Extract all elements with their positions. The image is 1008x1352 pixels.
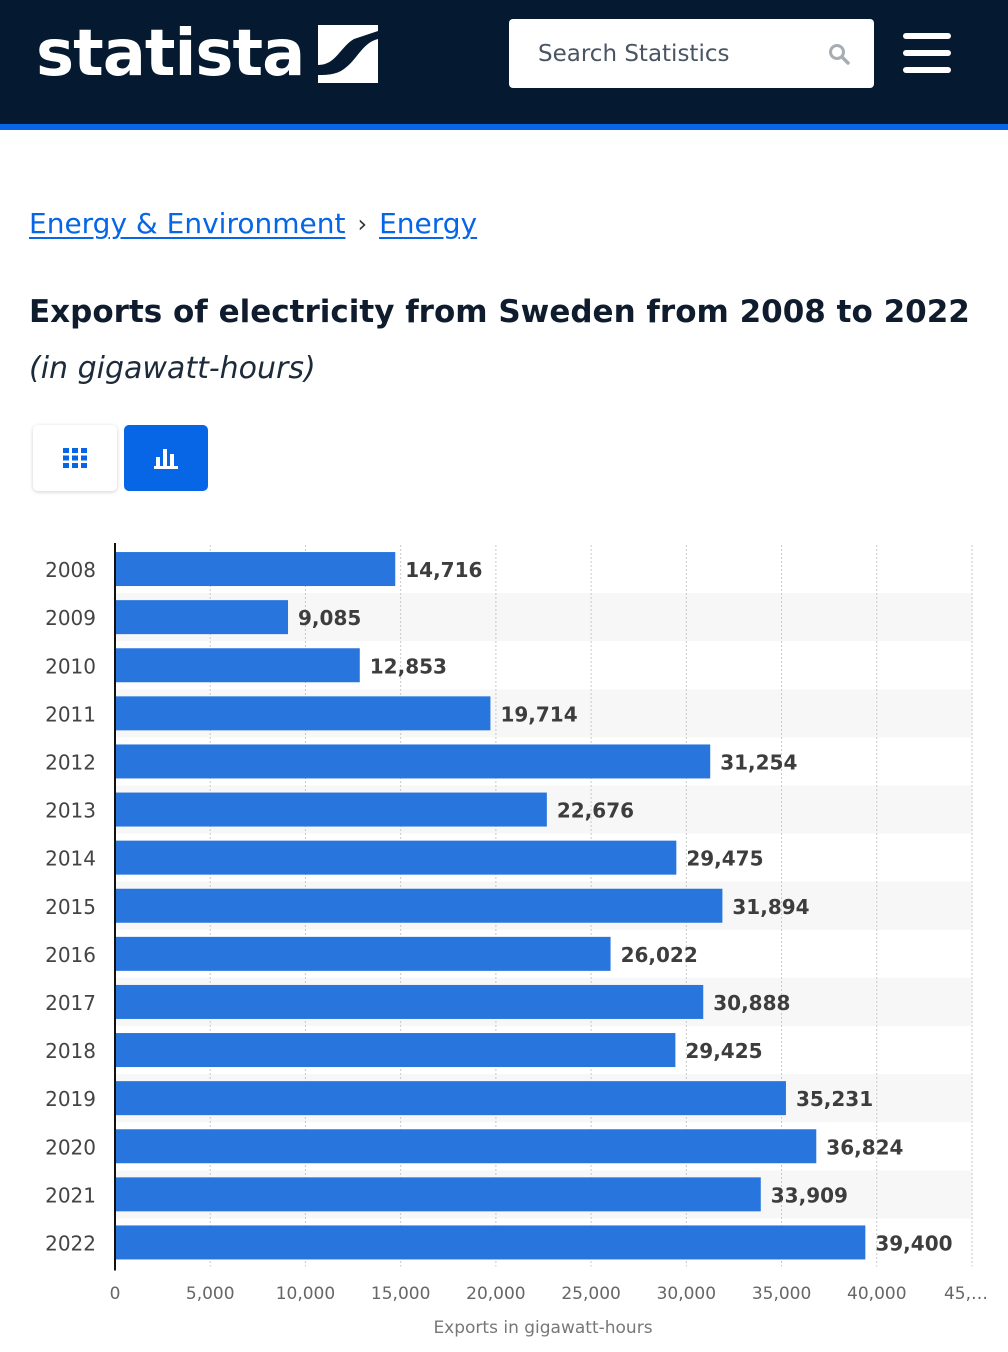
statista-logo[interactable]: statista (36, 14, 379, 94)
value-label-2018: 29,425 (685, 1039, 762, 1063)
bar-2011 (115, 696, 491, 731)
value-label-2010: 12,853 (370, 654, 447, 678)
x-tick-label: 0 (110, 1284, 121, 1304)
x-tick-label: 15,000 (371, 1284, 430, 1304)
year-label-2010: 2010 (45, 654, 96, 678)
value-label-2008: 14,716 (405, 558, 482, 582)
top-header: statista (0, 0, 1008, 125)
table-view-button[interactable] (33, 425, 117, 491)
bar-2019 (115, 1081, 786, 1116)
value-label-2021: 33,909 (771, 1183, 848, 1207)
bar-2013 (115, 792, 547, 827)
x-tick-label: 40,000 (847, 1284, 906, 1304)
bar-chart-icon (154, 449, 178, 469)
breadcrumb-link-energy[interactable]: Energy (379, 207, 478, 240)
value-label-2012: 31,254 (720, 750, 797, 774)
search-icon[interactable] (828, 43, 850, 65)
x-tick-label: 20,000 (466, 1284, 525, 1304)
chart-view-button[interactable] (124, 425, 208, 491)
page-title: Exports of electricity from Sweden from … (29, 294, 970, 330)
year-label-2013: 2013 (45, 799, 96, 823)
value-label-2009: 9,085 (298, 606, 361, 630)
year-label-2011: 2011 (45, 702, 96, 726)
value-label-2019: 35,231 (796, 1087, 873, 1111)
value-label-2017: 30,888 (713, 991, 790, 1015)
bar-2014 (115, 840, 677, 875)
x-tick-label: 30,000 (657, 1284, 716, 1304)
bar-2016 (115, 936, 611, 971)
bar-2009 (115, 600, 289, 635)
bar-2017 (115, 984, 704, 1019)
year-label-2009: 2009 (45, 606, 96, 630)
bar-2022 (115, 1225, 866, 1260)
year-label-2015: 2015 (45, 895, 96, 919)
bar-2021 (115, 1177, 761, 1212)
value-label-2011: 19,714 (500, 702, 577, 726)
search-input[interactable] (538, 40, 818, 67)
bar-chart: 2008 14,716 2009 9,085 2010 12,853 2011 19,714 2… (45, 543, 988, 1338)
year-label-2008: 2008 (45, 558, 96, 582)
search-box[interactable] (509, 19, 874, 88)
bar-2008 (115, 552, 396, 587)
bar-2020 (115, 1129, 817, 1164)
menu-icon-line-bottom (903, 67, 951, 73)
value-label-2014: 29,475 (686, 847, 763, 871)
value-label-2022: 39,400 (875, 1231, 952, 1255)
x-tick-label: 45,… (944, 1284, 988, 1304)
x-tick-label: 35,000 (752, 1284, 811, 1304)
x-tick-label: 25,000 (561, 1284, 620, 1304)
value-label-2015: 31,894 (732, 895, 809, 919)
menu-icon-line-middle (903, 50, 951, 56)
breadcrumb: Energy & Environment › Energy (29, 207, 477, 240)
year-label-2019: 2019 (45, 1087, 96, 1111)
header-accent-stripe (0, 124, 1008, 130)
year-label-2017: 2017 (45, 991, 96, 1015)
page-subtitle: (in gigawatt-hours) (29, 351, 316, 386)
year-label-2012: 2012 (45, 750, 96, 774)
logo-text: statista (36, 17, 305, 91)
x-axis-title: Exports in gigawatt-hours (433, 1318, 652, 1338)
breadcrumb-separator: › (357, 209, 368, 238)
statista-logo-mark-icon (318, 25, 379, 83)
bar-2018 (115, 1033, 676, 1068)
bar-2015 (115, 888, 723, 923)
breadcrumb-link-energy-environment[interactable]: Energy & Environment (29, 207, 346, 240)
table-grid-icon (63, 448, 87, 468)
bar-2012 (115, 744, 711, 779)
value-label-2016: 26,022 (621, 943, 698, 967)
year-label-2018: 2018 (45, 1039, 96, 1063)
x-tick-label: 5,000 (186, 1284, 235, 1304)
bar-2010 (115, 648, 360, 683)
year-label-2016: 2016 (45, 943, 96, 967)
value-label-2020: 36,824 (826, 1135, 903, 1159)
year-label-2021: 2021 (45, 1183, 96, 1207)
year-label-2020: 2020 (45, 1135, 96, 1159)
menu-icon-line-top (903, 33, 951, 39)
value-label-2013: 22,676 (557, 799, 634, 823)
year-label-2022: 2022 (45, 1231, 96, 1255)
x-tick-label: 10,000 (276, 1284, 335, 1304)
menu-button[interactable] (903, 33, 955, 75)
year-label-2014: 2014 (45, 847, 96, 871)
